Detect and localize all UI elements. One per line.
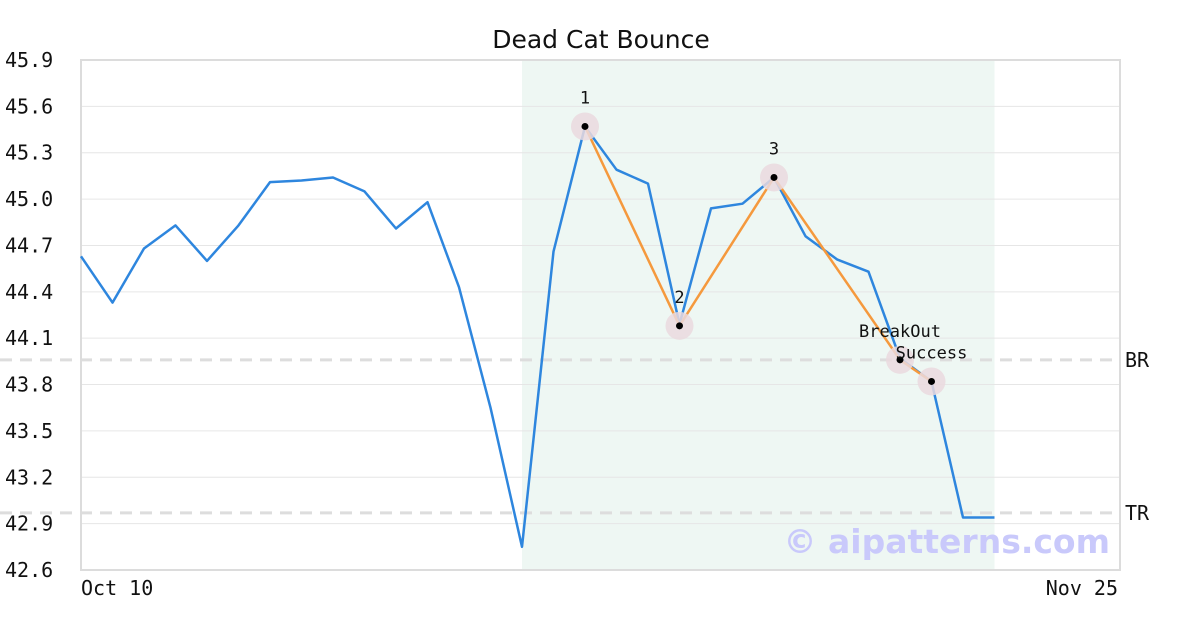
- y-tick-label: 44.1: [5, 326, 53, 350]
- pattern-label-1: 1: [580, 88, 590, 108]
- y-tick-label: 44.4: [5, 280, 53, 304]
- y-tick-label: 42.9: [5, 512, 53, 536]
- pattern-label-breakout: BreakOut: [859, 322, 941, 342]
- pattern-point-success: [928, 377, 935, 385]
- y-tick-label: 43.2: [5, 465, 53, 489]
- y-tick-label: 45.6: [5, 94, 53, 118]
- y-tick-label: 42.6: [5, 558, 53, 582]
- price-line: [79, 125, 995, 549]
- pattern-label-3: 3: [769, 139, 779, 159]
- level-label-br: BR: [1125, 348, 1150, 372]
- x-tick-label-start: Oct 10: [81, 576, 153, 600]
- y-tick-label: 43.8: [5, 373, 53, 397]
- chart-title: Dead Cat Bounce: [492, 25, 710, 54]
- plot-frame: [80, 59, 1121, 571]
- pattern-point-1: [581, 122, 589, 130]
- pattern-point-2: [676, 322, 683, 330]
- y-tick-label: 45.9: [5, 48, 53, 72]
- y-tick-label: 45.3: [5, 141, 53, 165]
- highlight-band: [522, 60, 995, 570]
- x-tick-label-end: Nov 25: [1046, 576, 1118, 600]
- pattern-label-success: Success: [896, 343, 968, 363]
- pattern-point-3: [770, 173, 778, 181]
- y-tick-label: 43.5: [5, 419, 53, 443]
- y-tick-label: 44.7: [5, 233, 53, 257]
- watermark: © aipatterns.com: [784, 522, 1110, 561]
- pattern-label-2: 2: [674, 288, 684, 308]
- pattern-point-breakout: [896, 356, 904, 364]
- level-label-tr: TR: [1125, 501, 1150, 525]
- y-tick-label: 45.0: [5, 187, 53, 211]
